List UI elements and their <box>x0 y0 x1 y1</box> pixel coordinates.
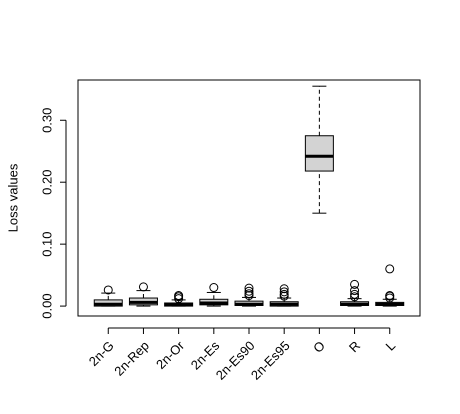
x-tick-label: 2n-Or <box>153 337 188 372</box>
plot-frame <box>77 79 421 317</box>
outlier <box>174 291 184 301</box>
outlier <box>350 292 360 302</box>
y-axis-label: Loss values <box>5 163 20 232</box>
outlier <box>209 283 219 293</box>
outlier <box>279 289 289 299</box>
x-tick-label: 2n-Rep <box>111 338 152 379</box>
outlier <box>350 286 360 296</box>
box <box>304 135 334 172</box>
x-tick-label: 2n-G <box>86 338 117 369</box>
outlier <box>350 289 360 299</box>
y-tick-label: 0.10 <box>39 231 54 256</box>
outlier <box>244 286 254 296</box>
x-tick-label: O <box>310 338 328 356</box>
outlier <box>279 284 289 294</box>
x-tick-label: 2n-Es95 <box>248 338 293 383</box>
outlier <box>244 283 254 293</box>
outlier <box>103 285 113 295</box>
outlier <box>385 264 395 274</box>
y-tick-label: 0.20 <box>39 170 54 195</box>
outlier <box>244 289 254 299</box>
y-tick-label: 0.30 <box>39 108 54 133</box>
x-tick-label: R <box>346 338 363 355</box>
outlier <box>385 291 395 301</box>
outlier <box>350 279 360 289</box>
x-tick-label: L <box>383 338 399 354</box>
y-tick-label: 0.00 <box>39 293 54 318</box>
outlier <box>138 282 148 292</box>
outlier <box>279 287 289 297</box>
